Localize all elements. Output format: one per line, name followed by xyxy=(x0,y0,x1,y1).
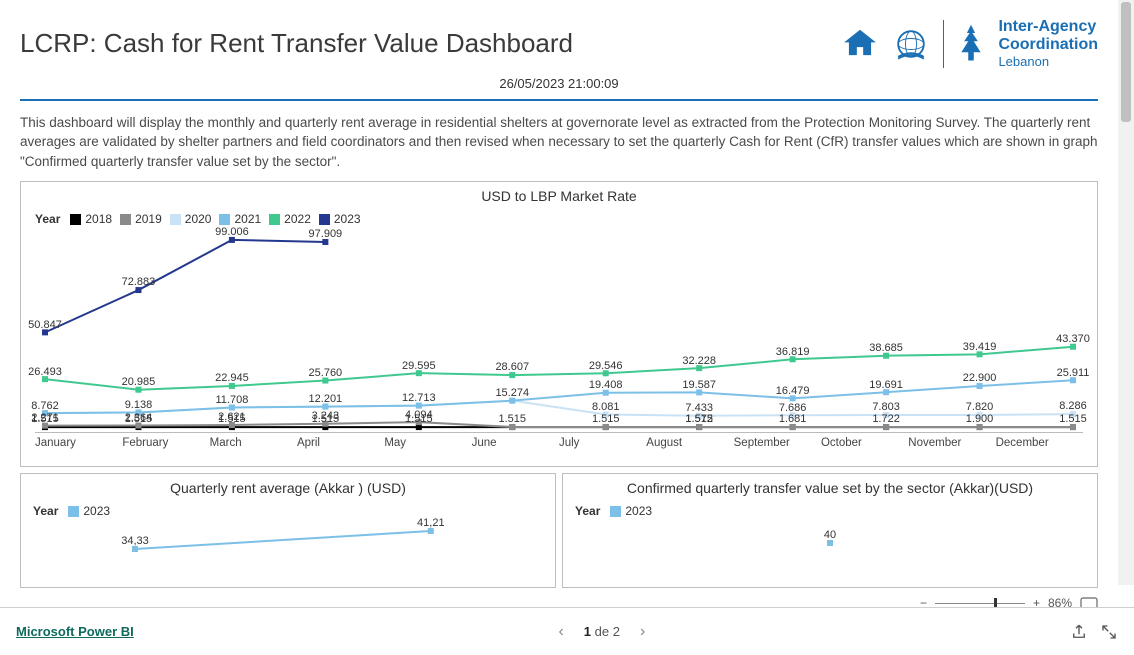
chart-title: Confirmed quarterly transfer value set b… xyxy=(575,480,1085,496)
chart-rent-average[interactable]: Quarterly rent average (Akkar ) (USD) Ye… xyxy=(20,473,556,588)
next-page-button[interactable]: › xyxy=(636,623,649,641)
cedar-logo-icon xyxy=(954,22,988,66)
logo-cluster: Inter-Agency Coordination Lebanon xyxy=(841,18,1098,70)
prev-page-button[interactable]: ‹ xyxy=(554,623,567,641)
legend-item[interactable]: 2020 xyxy=(170,212,212,226)
header-divider xyxy=(20,99,1098,101)
page-title: LCRP: Cash for Rent Transfer Value Dashb… xyxy=(20,28,573,59)
dashboard-description: This dashboard will display the monthly … xyxy=(20,113,1098,172)
legend-item[interactable]: 2022 xyxy=(269,212,311,226)
legend-item[interactable]: 2023 xyxy=(319,212,361,226)
chart-transfer-value[interactable]: Confirmed quarterly transfer value set b… xyxy=(562,473,1098,588)
fullscreen-icon[interactable] xyxy=(1100,623,1118,641)
share-icon[interactable] xyxy=(1070,623,1088,641)
chart-title: USD to LBP Market Rate xyxy=(35,188,1083,204)
page-indicator: 1 de 2 xyxy=(584,624,620,639)
powerbi-link[interactable]: Microsoft Power BI xyxy=(16,624,134,639)
chart-legend: Year 201820192020202120222023 xyxy=(35,212,1083,226)
iac-label: Inter-Agency Coordination Lebanon xyxy=(998,18,1098,70)
zoom-slider[interactable] xyxy=(935,603,1025,604)
house-icon xyxy=(841,25,879,63)
vertical-scrollbar[interactable] xyxy=(1118,0,1134,585)
chart-legend: Year 2023 xyxy=(575,504,1085,518)
pager: ‹ 1 de 2 › xyxy=(554,623,649,641)
chart-legend: Year 2023 xyxy=(33,504,543,518)
chart-market-rate[interactable]: USD to LBP Market Rate Year 201820192020… xyxy=(20,181,1098,467)
legend-item[interactable]: 2018 xyxy=(70,212,112,226)
legend-item[interactable]: 2019 xyxy=(120,212,162,226)
chart-x-axis: JanuaryFebruaryMarchAprilMayJuneJulyAugu… xyxy=(35,432,1083,449)
footer-bar: Microsoft Power BI ‹ 1 de 2 › xyxy=(0,607,1134,655)
timestamp: 26/05/2023 21:00:09 xyxy=(20,76,1098,91)
legend-item[interactable]: 2021 xyxy=(219,212,261,226)
un-logo-icon xyxy=(889,22,933,66)
chart-title: Quarterly rent average (Akkar ) (USD) xyxy=(33,480,543,496)
